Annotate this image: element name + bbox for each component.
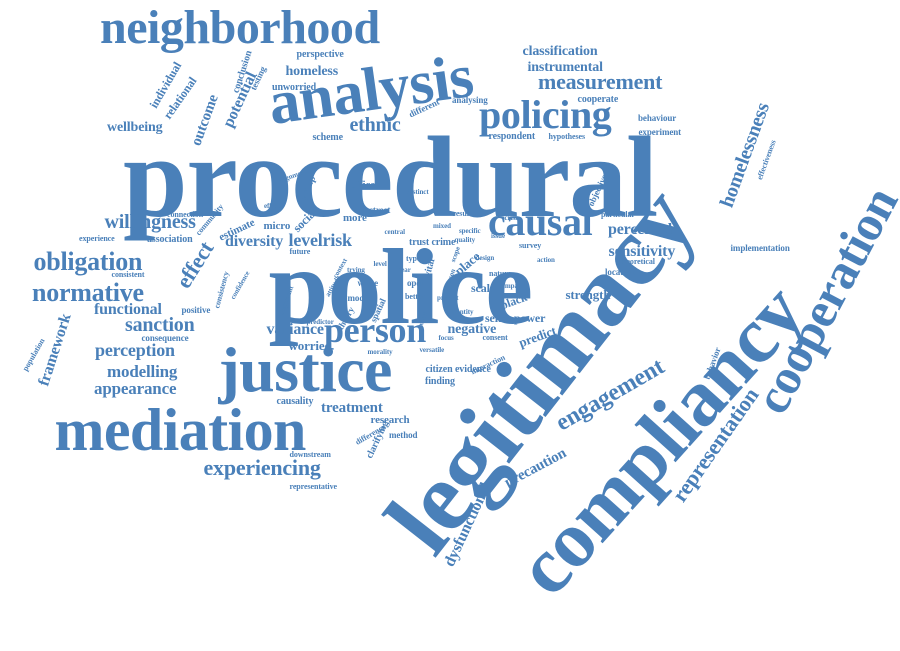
word-future: future — [290, 248, 311, 256]
word-experiment: experiment — [639, 128, 682, 137]
word-connection: connection — [167, 211, 203, 219]
word-analysing: analysing — [452, 96, 488, 105]
word-experiencing: experiencing — [204, 457, 321, 479]
word-neighborhood: neighborhood — [100, 4, 380, 52]
word-model: model — [348, 294, 371, 303]
word-consistent: consistent — [112, 271, 145, 279]
word-predictor: predictor — [307, 319, 334, 326]
word-effect-2: effect — [264, 203, 280, 210]
word-level: level — [374, 261, 387, 268]
word-more: more — [343, 213, 367, 224]
word-consequence: consequence — [142, 334, 189, 343]
word-better: better — [405, 293, 425, 301]
word-morality: morality — [368, 349, 393, 356]
word-functional: functional — [94, 302, 162, 318]
word-focus: focus — [439, 335, 454, 342]
word-trying: trying — [347, 267, 365, 274]
word-perceived: perceived — [608, 222, 672, 238]
word-micro: micro — [264, 221, 291, 232]
word-strength: strength — [566, 288, 611, 301]
word-design: design — [476, 255, 495, 262]
word-type: type — [406, 255, 420, 263]
word-consent: consent — [483, 334, 508, 342]
word-scheme: scheme — [313, 133, 344, 143]
word-quality: quality — [455, 237, 476, 244]
word-consistency: consistency — [213, 271, 231, 310]
word-positive: positive — [182, 306, 211, 315]
word-respondent: respondent — [489, 132, 536, 142]
word-ethnic: ethnic — [350, 115, 401, 135]
word-location: location — [605, 268, 635, 277]
word-association: association — [147, 235, 193, 245]
word-scale: scale — [471, 282, 495, 294]
word-appearance: appearance — [94, 380, 176, 397]
word-classification: classification — [523, 45, 598, 59]
word-particular: particular — [601, 211, 635, 219]
word-crisis: crisis — [505, 215, 520, 222]
word-experience: experience — [79, 235, 115, 243]
word-street: street — [370, 206, 391, 215]
word-implementation: implementation — [731, 244, 790, 253]
word-perspective: perspective — [297, 50, 344, 60]
word-downstream: downstream — [290, 451, 331, 459]
word-representative: representative — [290, 483, 337, 491]
word-specific: specific — [459, 228, 481, 235]
word-trust-crime: trust crime — [409, 238, 455, 248]
word-confidence: confidence — [229, 270, 251, 301]
word-issue: issue — [491, 233, 505, 240]
word-nature: nature — [489, 270, 511, 278]
word-finding: finding — [425, 377, 455, 387]
word-versatile: versatile — [420, 347, 445, 354]
word-wellbeing: wellbeing — [107, 121, 163, 135]
word-survey: survey — [519, 242, 541, 250]
word-present: present — [437, 295, 459, 302]
word-homeless: homeless — [286, 65, 339, 79]
word-unworried: unworried — [272, 83, 316, 93]
word-identity: identity — [451, 309, 473, 316]
word-hypotheses: hypotheses — [549, 133, 586, 141]
word-modelling: modelling — [107, 363, 177, 380]
word-impact: impact — [503, 283, 523, 290]
word-white: white — [358, 279, 379, 288]
word-behaviour: behaviour — [638, 114, 676, 123]
word-sense-power: sense power — [485, 312, 545, 324]
word-central: central — [385, 229, 406, 236]
word-mediation: mediation — [55, 400, 306, 460]
word-action: action — [537, 257, 555, 264]
word-method: method — [389, 431, 417, 440]
word-perception: perception — [95, 341, 175, 359]
word-result: result — [453, 210, 472, 218]
word-open: open — [407, 279, 425, 288]
word-distinct: distinct — [407, 189, 429, 196]
word-theoretical: theoretical — [620, 258, 655, 266]
word-worried: worried — [289, 339, 332, 352]
word-effect: effect — [172, 238, 217, 292]
word-cooperate: cooperate — [578, 95, 619, 105]
word-mixed: mixed — [433, 223, 451, 230]
word-instrumental: instrumental — [528, 61, 603, 75]
word-causality: causality — [277, 397, 314, 407]
word-fear: fear — [399, 267, 411, 274]
word-officer: officer — [350, 180, 380, 191]
